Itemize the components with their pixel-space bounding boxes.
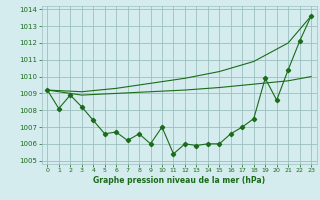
X-axis label: Graphe pression niveau de la mer (hPa): Graphe pression niveau de la mer (hPa) <box>93 176 265 185</box>
